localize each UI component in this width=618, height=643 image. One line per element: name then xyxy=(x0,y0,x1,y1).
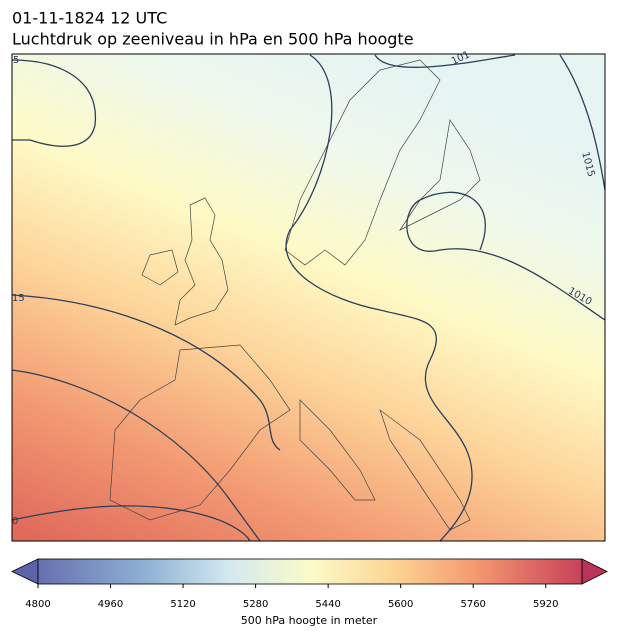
isobars xyxy=(11,54,606,542)
colorbar-scale xyxy=(37,558,583,585)
isobar-label: 15 xyxy=(12,293,25,304)
colorbar: 500 hPa hoogte in meter 4800 4960 5120 5280… xyxy=(11,558,608,627)
isobar-label: 0 xyxy=(12,516,18,527)
subtitle: Luchtdruk op zeeniveau in hPa en 500 hPa… xyxy=(12,30,414,49)
colorbar-tick-label: 5280 xyxy=(243,599,268,610)
map-panel: 5 101 1015 1010 15 0 xyxy=(11,49,606,542)
extend-high xyxy=(581,558,608,585)
isobar-label: 5 xyxy=(13,55,19,66)
colorbar-tick-label: 5440 xyxy=(315,599,340,610)
colorbar-tick-label: 5920 xyxy=(533,599,558,610)
title: 01-11-1824 12 UTC xyxy=(12,9,167,28)
coastlines xyxy=(109,59,481,531)
colorbar-tick-label: 5600 xyxy=(388,599,413,610)
colorbar-tick-label: 4800 xyxy=(25,599,50,610)
map-frame xyxy=(11,53,606,542)
colorbar-tick-label: 5120 xyxy=(170,599,195,610)
extend-low xyxy=(11,558,39,585)
colorbar-tick-label: 5760 xyxy=(460,599,485,610)
colorbar-label: 500 hPa hoogte in meter xyxy=(241,614,378,627)
height-field xyxy=(12,54,605,541)
colorbar-tick-label: 4960 xyxy=(98,599,123,610)
